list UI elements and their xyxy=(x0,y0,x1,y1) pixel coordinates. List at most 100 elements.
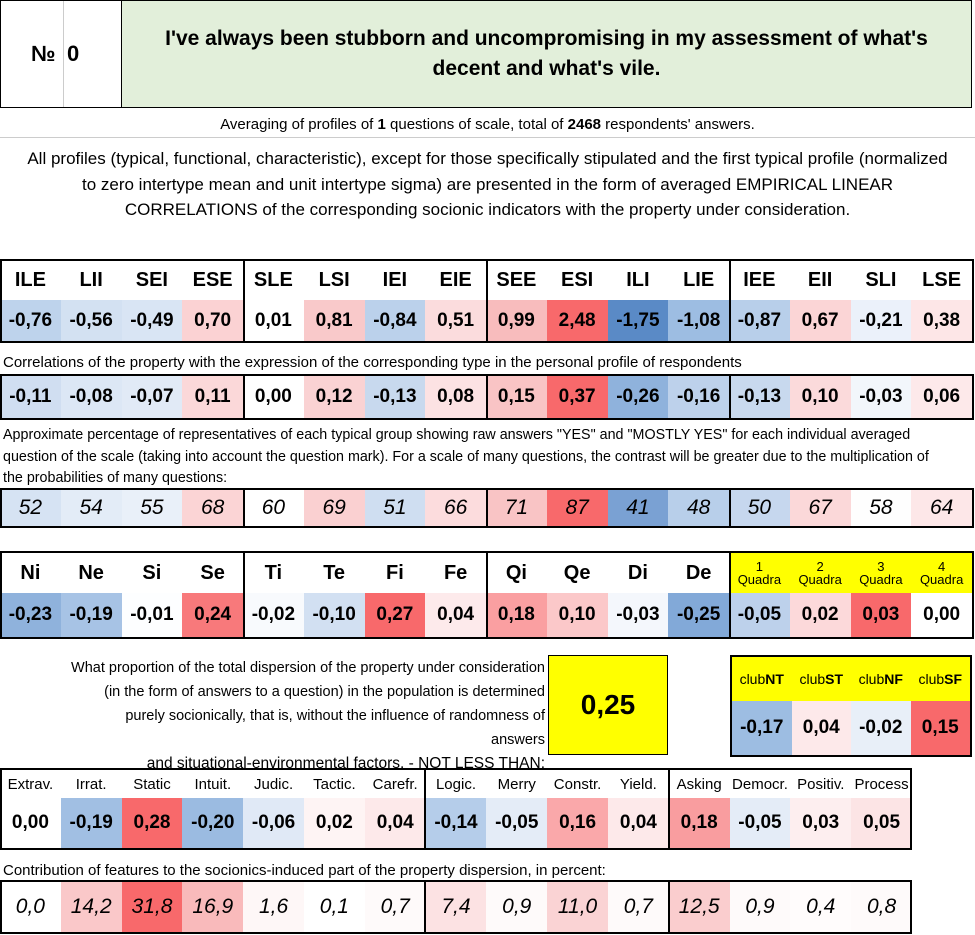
number-label: № xyxy=(31,41,56,66)
type-profile-cell-9: 2,48 xyxy=(546,300,608,342)
feature-header-11: Asking xyxy=(676,775,722,793)
type-pct-cell-7: 66 xyxy=(425,490,486,526)
type-pct-cell-13: 67 xyxy=(789,490,851,526)
feature-value-1: -0,19 xyxy=(60,798,122,848)
type-header-3: ESE xyxy=(192,268,233,291)
type-pct-cell-2: 55 xyxy=(121,490,183,526)
feature-header-14: Process xyxy=(854,775,909,793)
feature-contribution-row: 0,0 14,2 31,8 16,9 1,6 0,1 0,7 7,4 0,9 11,0 0,7 12,… xyxy=(0,882,912,932)
type-corr-cell-2: -0,07 xyxy=(121,376,183,418)
feature-header-8: Merry xyxy=(497,775,536,793)
club-header-0: club NT xyxy=(732,657,792,701)
type-pct-cell-1: 54 xyxy=(60,490,122,526)
quadra-value-3: 0,00 xyxy=(911,593,972,637)
type-pct-cell-8: 71 xyxy=(486,490,547,526)
function-header-3: Se xyxy=(200,561,225,584)
feature-contrib-0: 0,0 xyxy=(0,882,61,932)
function-value-8: 0,18 xyxy=(486,593,547,637)
type-corr-cell-9: 0,37 xyxy=(546,376,608,418)
type-corr-cell-3: 0,11 xyxy=(182,376,243,418)
feature-value-0: 0,00 xyxy=(0,798,61,848)
feature-contrib-5: 0,1 xyxy=(303,882,365,932)
contribution-caption: Contribution of features to the sociоnic… xyxy=(3,862,606,879)
type-header-14: SLI xyxy=(865,268,897,291)
feature-value-7: -0,14 xyxy=(425,798,487,848)
function-value-5: -0,10 xyxy=(303,593,365,637)
quadra-header-0: 1 Quadra xyxy=(729,553,790,593)
quadra-header-3: 4 Quadra xyxy=(911,553,972,593)
type-pct-cell-6: 51 xyxy=(364,490,426,526)
function-header-10: Di xyxy=(627,561,648,584)
type-profile-cell-14: -0,21 xyxy=(850,300,912,342)
type-profile-cell-12: -0,87 xyxy=(729,300,790,342)
feature-values-row: 0,00 -0,19 0,28 -0,20 -0,06 0,02 0,04 -0,14 -0,0… xyxy=(0,798,912,848)
feature-contrib-4: 1,6 xyxy=(243,882,304,932)
feature-value-5: 0,02 xyxy=(303,798,365,848)
type-header-10: ILI xyxy=(626,268,650,291)
function-header-7: Fe xyxy=(443,561,468,584)
feature-contrib-12: 0,9 xyxy=(729,882,791,932)
feature-header-1: Irrat. xyxy=(75,775,107,793)
type-corr-cell-7: 0,08 xyxy=(425,376,486,418)
type-corr-cell-13: 0,10 xyxy=(789,376,851,418)
function-header-1: Ne xyxy=(78,561,104,584)
function-value-0: -0,23 xyxy=(0,593,61,637)
feature-value-2: 0,28 xyxy=(121,798,183,848)
type-header-6: IEI xyxy=(382,268,408,291)
feature-header-7: Logic. xyxy=(435,775,476,793)
type-pct-cell-15: 64 xyxy=(911,490,972,526)
type-profile-cell-8: 0,99 xyxy=(486,300,547,342)
feature-contrib-11: 12,5 xyxy=(668,882,730,932)
type-profile-cell-7: 0,51 xyxy=(425,300,486,342)
function-value-11: -0,25 xyxy=(668,593,729,637)
feature-contrib-13: 0,4 xyxy=(790,882,852,932)
type-corr-cell-14: -0,03 xyxy=(850,376,912,418)
feature-contrib-14: 0,8 xyxy=(851,882,912,932)
type-profile-row: -0,76 -0,56 -0,49 0,70 0,01 0,81 -0,84 0,51 0,99… xyxy=(0,300,972,342)
function-header-6: Fi xyxy=(385,561,404,584)
feature-header-2: Static xyxy=(133,775,171,793)
proportion-value: 0,25 xyxy=(548,655,668,755)
function-value-6: 0,27 xyxy=(364,593,426,637)
type-corr-cell-1: -0,08 xyxy=(60,376,122,418)
type-headers-row: ILE LII SEI ESE SLE LSI IEI EIE SEE ESI ILI LIE IEE E… xyxy=(0,261,972,299)
function-value-3: 0,24 xyxy=(182,593,243,637)
feature-contrib-2: 31,8 xyxy=(121,882,183,932)
feature-header-4: Judic. xyxy=(253,775,294,793)
type-corr-cell-8: 0,15 xyxy=(486,376,547,418)
type-profile-cell-4: 0,01 xyxy=(243,300,304,342)
feature-value-9: 0,16 xyxy=(547,798,608,848)
type-header-2: SEI xyxy=(135,268,168,291)
type-pct-cell-11: 48 xyxy=(668,490,729,526)
type-profile-cell-15: 0,38 xyxy=(911,300,972,342)
proportion-text: What proportion of the total dispersion … xyxy=(71,660,545,772)
function-header-5: Te xyxy=(323,561,346,584)
type-profile-cell-5: 0,81 xyxy=(303,300,365,342)
club-value-3: 0,15 xyxy=(910,701,970,755)
club-value-2: -0,02 xyxy=(851,701,911,755)
feature-contrib-1: 14,2 xyxy=(60,882,122,932)
type-header-4: SLE xyxy=(253,268,293,291)
correlation-caption: Correlations of the property with the ex… xyxy=(3,354,742,371)
function-header-2: Si xyxy=(142,561,162,584)
type-pct-cell-0: 52 xyxy=(0,490,61,526)
feature-contrib-3: 16,9 xyxy=(182,882,244,932)
explanation-note: All profiles (typical, functional, chara… xyxy=(27,149,948,219)
type-profile-cell-13: 0,67 xyxy=(789,300,851,342)
feature-value-14: 0,05 xyxy=(851,798,912,848)
type-percentage-row: 52 54 55 68 60 69 51 66 71 87 41 48 50 67 58 64 xyxy=(0,490,972,526)
function-value-7: 0,04 xyxy=(425,593,486,637)
club-value-0: -0,17 xyxy=(732,701,792,755)
type-corr-cell-12: -0,13 xyxy=(729,376,790,418)
type-corr-cell-4: 0,00 xyxy=(243,376,304,418)
type-header-1: LII xyxy=(79,268,103,291)
clubs-box: club NT club ST club NF club SF -0,17 0,04 -0,02 0… xyxy=(730,655,972,757)
feature-header-6: Carefr. xyxy=(372,775,418,793)
function-header-8: Qi xyxy=(505,561,527,584)
feature-value-11: 0,18 xyxy=(668,798,730,848)
feature-value-8: -0,05 xyxy=(486,798,548,848)
type-header-7: EIE xyxy=(439,268,472,291)
function-value-10: -0,03 xyxy=(607,593,669,637)
type-corr-cell-0: -0,11 xyxy=(0,376,61,418)
feature-headers-row: Extrav. Irrat. Static Intuit. Judic. Tactic. C… xyxy=(0,770,912,798)
